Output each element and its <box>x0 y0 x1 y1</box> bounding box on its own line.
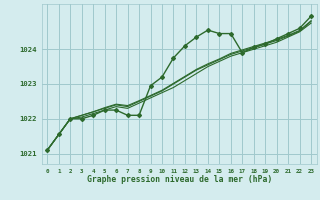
X-axis label: Graphe pression niveau de la mer (hPa): Graphe pression niveau de la mer (hPa) <box>87 175 272 184</box>
